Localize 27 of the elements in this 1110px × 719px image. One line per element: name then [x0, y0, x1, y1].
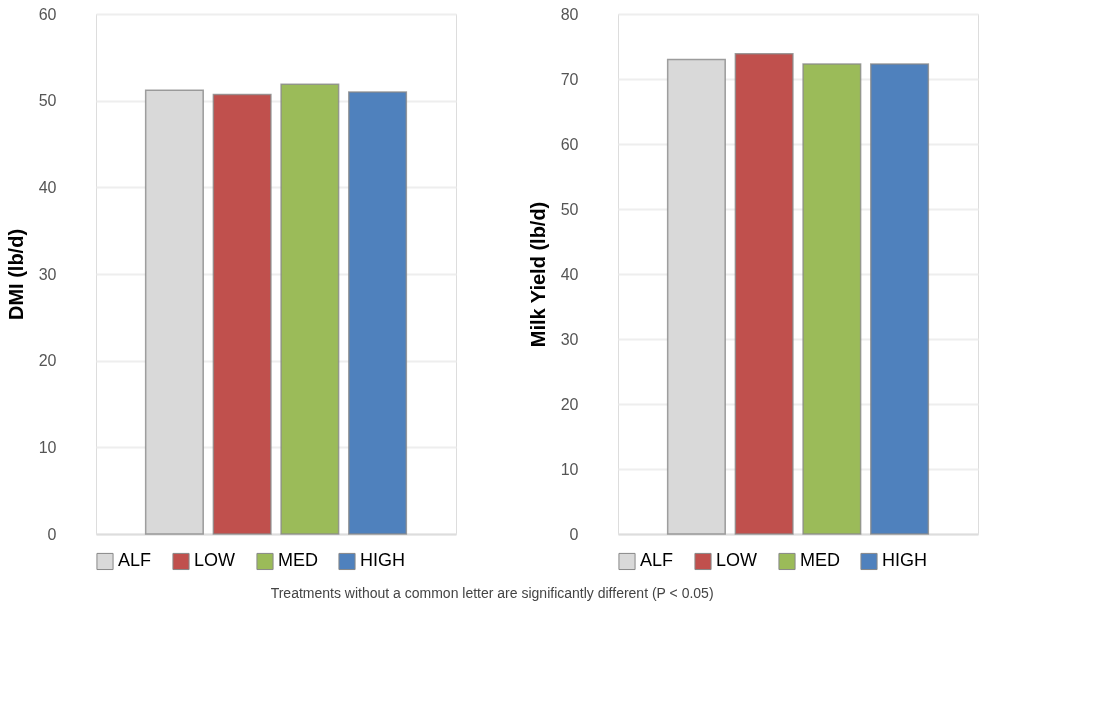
y-tick-label: 20: [38, 352, 57, 370]
legend-label: LOW: [194, 550, 236, 571]
legend-label: MED: [278, 550, 318, 571]
y-axis-title: Milk Yield (lb/d): [526, 201, 549, 348]
y-tick-label: 40: [560, 265, 579, 283]
y-tick-label: 80: [560, 5, 579, 23]
y-tick-label: 20: [560, 395, 579, 413]
y-tick-label: 30: [38, 265, 57, 283]
y-tick-label: 50: [38, 92, 57, 110]
legend-label: LOW: [716, 550, 758, 571]
legend-label: ALF: [118, 550, 152, 571]
legend-label: HIGH: [882, 550, 927, 571]
y-tick-label: 50: [560, 200, 579, 218]
text: Treatments without a common letter are significantly different (P < 0.05): [270, 584, 714, 601]
y-tick-label: 30: [560, 330, 579, 348]
y-tick-label: 10: [38, 438, 57, 456]
y-tick-label: 40: [38, 178, 57, 196]
legend-label: HIGH: [360, 550, 405, 571]
y-tick-label: 70: [560, 70, 579, 88]
y-tick-label: 60: [560, 135, 579, 153]
legend-label: ALF: [640, 550, 674, 571]
legend-label: MED: [800, 550, 840, 571]
y-tick-label: 0: [47, 525, 57, 543]
y-tick-label: 10: [560, 460, 579, 478]
y-tick-label: 60: [38, 5, 57, 23]
y-axis-title: DMI (lb/d): [4, 228, 27, 321]
y-tick-label: 0: [569, 525, 579, 543]
